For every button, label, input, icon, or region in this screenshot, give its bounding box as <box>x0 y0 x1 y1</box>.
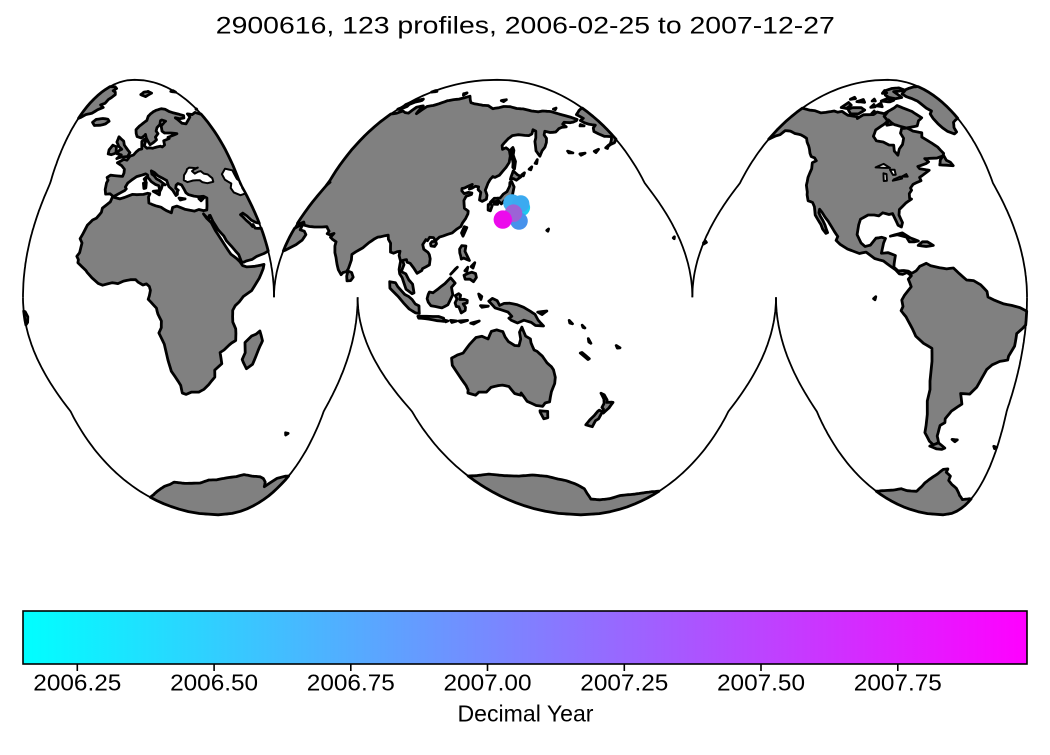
svg-text:2007.00: 2007.00 <box>444 670 532 696</box>
svg-text:2007.75: 2007.75 <box>854 670 942 696</box>
svg-text:2900616, 123 profiles, 2006-02: 2900616, 123 profiles, 2006-02-25 to 200… <box>216 13 835 40</box>
svg-text:2007.50: 2007.50 <box>717 670 805 696</box>
svg-text:2007.25: 2007.25 <box>580 670 668 696</box>
svg-text:2006.25: 2006.25 <box>33 670 121 696</box>
svg-text:2006.50: 2006.50 <box>170 670 258 696</box>
svg-text:Decimal Year: Decimal Year <box>458 701 594 727</box>
svg-text:2006.75: 2006.75 <box>307 670 395 696</box>
